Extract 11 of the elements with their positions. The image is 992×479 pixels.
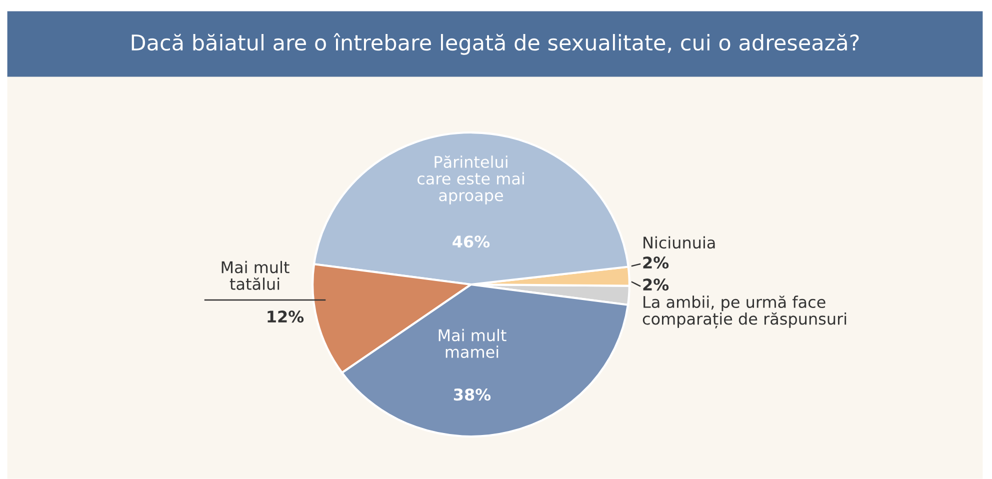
slice-label: La ambii, pe urmă face comparație de răspunsuri — [642, 296, 846, 328]
data-label: 2% — [643, 278, 669, 291]
slice-label: Părintelui care este mai aproape — [417, 156, 524, 204]
slice-label: Mai mult mamei — [438, 328, 506, 358]
slice-label: Niciunuia — [644, 236, 715, 249]
slice-label: Mai mult tatălui — [222, 260, 290, 290]
chart-title: Dacă băiatul are o întrebare legată de sexualitate, cui o adresează? — [132, 33, 859, 55]
data-label: 12% — [268, 310, 304, 323]
data-label: 2% — [643, 256, 669, 269]
data-label: 38% — [454, 388, 491, 401]
data-label: 46% — [452, 236, 490, 248]
